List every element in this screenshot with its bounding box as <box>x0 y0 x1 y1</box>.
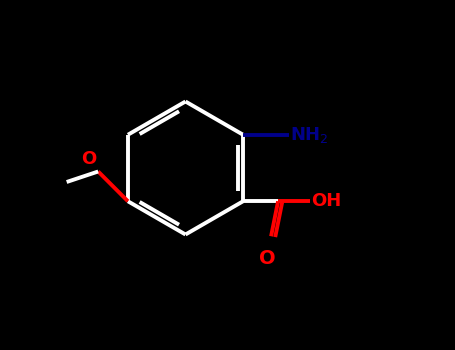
Text: NH$_2$: NH$_2$ <box>290 125 329 145</box>
Text: O: O <box>81 150 96 168</box>
Text: OH: OH <box>311 192 342 210</box>
Text: O: O <box>259 248 276 267</box>
